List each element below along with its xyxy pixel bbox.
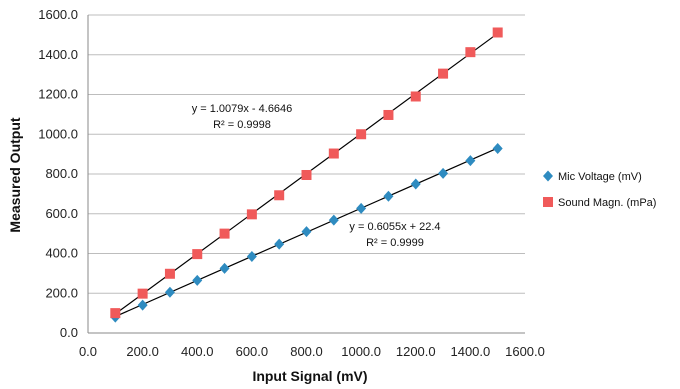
x-tick-label: 0.0 [79, 344, 97, 359]
trendline-r-squared: R² = 0.9998 [213, 119, 271, 131]
y-tick-label: 400.0 [45, 246, 78, 261]
x-axis-title: Input Signal (mV) [252, 368, 367, 384]
y-tick-label: 800.0 [45, 166, 78, 181]
data-points [110, 27, 503, 323]
data-point-diamond [219, 262, 230, 274]
data-point-square [137, 288, 148, 299]
trendline-annotations: y = 0.6055x + 22.4 R² = 0.9999 y = 1.0079x… [192, 103, 441, 249]
x-tick-label: 1000.0 [341, 344, 381, 359]
y-tick-label: 1200.0 [38, 87, 78, 102]
data-point-square [192, 249, 203, 260]
data-point-square [301, 169, 312, 180]
x-tick-label: 800.0 [290, 344, 323, 359]
data-point-diamond [465, 155, 476, 167]
data-point-square [383, 109, 394, 120]
x-tick-label: 1600.0 [505, 344, 545, 359]
data-point-square [465, 47, 476, 58]
x-tick-labels: 0.0 200.0 400.0 600.0 800.0 1000.0 1200.0 1400.… [79, 344, 545, 359]
data-point-diamond [383, 190, 394, 202]
y-axis-title: Measured Output [7, 117, 23, 232]
y-tick-label: 0.0 [60, 325, 78, 340]
y-tick-label: 600.0 [45, 206, 78, 221]
data-point-square [492, 27, 503, 38]
data-point-diamond [356, 202, 367, 214]
legend-marker-square [543, 197, 553, 207]
data-point-diamond [137, 299, 148, 311]
trendline-equation: y = 1.0079x - 4.6646 [192, 103, 293, 115]
data-point-square [274, 190, 285, 201]
x-tick-label: 600.0 [236, 344, 269, 359]
data-point-diamond [438, 167, 449, 179]
x-tick-label: 200.0 [126, 344, 159, 359]
legend: Mic Voltage (mV) Sound Magn. (mPa) [543, 170, 656, 209]
data-point-square [356, 129, 367, 140]
data-point-diamond [246, 250, 257, 262]
legend-label: Mic Voltage (mV) [558, 171, 642, 183]
x-tick-label: 1200.0 [396, 344, 436, 359]
trendline-equation: y = 0.6055x + 22.4 [349, 221, 440, 233]
data-point-square [246, 209, 257, 220]
data-point-diamond [274, 238, 285, 250]
y-tick-label: 200.0 [45, 285, 78, 300]
x-tick-label: 400.0 [181, 344, 214, 359]
data-point-square [110, 308, 121, 319]
data-point-diamond [192, 274, 203, 286]
trendline-r-squared: R² = 0.9999 [366, 237, 424, 249]
axes [87, 15, 525, 334]
y-tick-label: 1400.0 [38, 47, 78, 62]
x-tick-label: 1400.0 [450, 344, 490, 359]
legend-marker-diamond [543, 170, 553, 182]
data-point-square [410, 91, 421, 102]
data-point-square [219, 228, 230, 239]
data-point-square [328, 148, 339, 159]
y-tick-labels: 0.0 200.0 400.0 600.0 800.0 1000.0 1200.0 1400.… [38, 7, 78, 340]
data-point-diamond [328, 214, 339, 226]
y-tick-label: 1600.0 [38, 7, 78, 22]
data-point-square [438, 68, 449, 79]
data-point-diamond [492, 143, 503, 155]
data-point-diamond [410, 178, 421, 190]
data-point-diamond [301, 226, 312, 238]
legend-label: Sound Magn. (mPa) [558, 197, 656, 209]
data-point-diamond [164, 286, 175, 298]
gridlines [88, 14, 525, 294]
y-tick-label: 1000.0 [38, 126, 78, 141]
data-point-square [164, 268, 175, 279]
